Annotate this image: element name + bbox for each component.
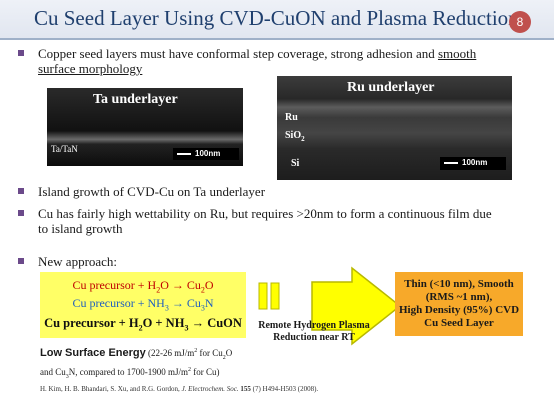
scale-bar-label: 100nm: [195, 149, 221, 158]
layer-label-ta-tan: Ta/TaN: [51, 144, 78, 154]
seed-layer-result-box: Thin (<10 nm), Smooth (RMS ~1 nm), High …: [395, 272, 523, 336]
bullet-new-approach: New approach:: [18, 254, 538, 270]
process-arrow-icon: [310, 266, 402, 351]
bullet-square-icon: [18, 50, 24, 56]
low-surface-energy-note: Low Surface Energy (22-26 mJ/m2 for Cu2O…: [40, 347, 233, 380]
bullet-text-line1: Cu has fairly high wettability on Ru, bu…: [38, 206, 492, 221]
bullet-square-icon: [18, 188, 24, 194]
result-line-4: Cu Seed Layer: [424, 317, 494, 329]
bullet-ru-wettability: Cu has fairly high wettability on Ru, bu…: [18, 206, 538, 238]
slide-title: Cu Seed Layer Using CVD-CuON and Plasma …: [34, 6, 519, 30]
scale-bar: 100nm: [440, 157, 506, 170]
bullet-text: Island growth of CVD-Cu on Ta underlayer: [38, 184, 266, 199]
bullet-conformal-coverage: Copper seed layers must have conformal s…: [18, 46, 538, 78]
image-title-ru: Ru underlayer: [347, 80, 435, 95]
underlined-surface-morphology: surface morphology: [38, 61, 143, 76]
bullet-island-growth: Island growth of CVD-Cu on Ta underlayer: [18, 184, 538, 200]
title-bar: Cu Seed Layer Using CVD-CuON and Plasma …: [0, 0, 554, 40]
remote-plasma-label: Remote Hydrogen Plasma Reduction near RT: [258, 320, 370, 343]
reaction-nh3: Cu precursor + NH3 → Cu3N: [72, 296, 214, 313]
result-line-1: Thin (<10 nm), Smooth: [404, 278, 514, 290]
arrow-tail-bars: [258, 282, 308, 317]
bullet-square-icon: [18, 258, 24, 264]
layer-label-sio2: SiO2: [285, 130, 305, 143]
bullet-text: Copper seed layers must have conformal s…: [38, 46, 438, 61]
sem-image-ta-underlayer: Ta underlayer Ta/TaN 100nm: [47, 88, 243, 166]
bullet-text-line2: to island growth: [38, 221, 123, 236]
scale-bar-line: [444, 162, 458, 164]
sem-image-ru-underlayer: Ru underlayer Ru SiO2 Si 100nm: [277, 76, 512, 180]
underlined-smooth: smooth: [438, 46, 477, 61]
layer-label-ru: Ru: [285, 112, 298, 123]
citation: H. Kim, H. B. Bhandari, S. Xu, and R.G. …: [40, 385, 319, 393]
scale-bar-line: [177, 153, 191, 155]
layer-label-si: Si: [291, 158, 300, 169]
image-title-ta: Ta underlayer: [93, 92, 178, 107]
low-surface-energy-label: Low Surface Energy: [40, 347, 146, 359]
arrow-tail-bars-graphic: [258, 282, 280, 310]
result-line-2: (RMS ~1 nm),: [425, 291, 493, 303]
scale-bar-label: 100nm: [462, 158, 488, 167]
bullet-square-icon: [18, 210, 24, 216]
reaction-cuon: Cu precursor + H2O + NH3 → CuON: [44, 316, 242, 333]
precursor-reactions-box: Cu precursor + H2O → Cu2O Cu precursor +…: [40, 272, 246, 338]
slide-number-badge: 8: [509, 11, 531, 33]
bullet-text: New approach:: [38, 254, 118, 269]
result-line-3: High Density (95%) CVD: [398, 304, 520, 316]
reaction-h2o: Cu precursor + H2O → Cu2O: [72, 278, 214, 295]
scale-bar: 100nm: [173, 148, 239, 160]
